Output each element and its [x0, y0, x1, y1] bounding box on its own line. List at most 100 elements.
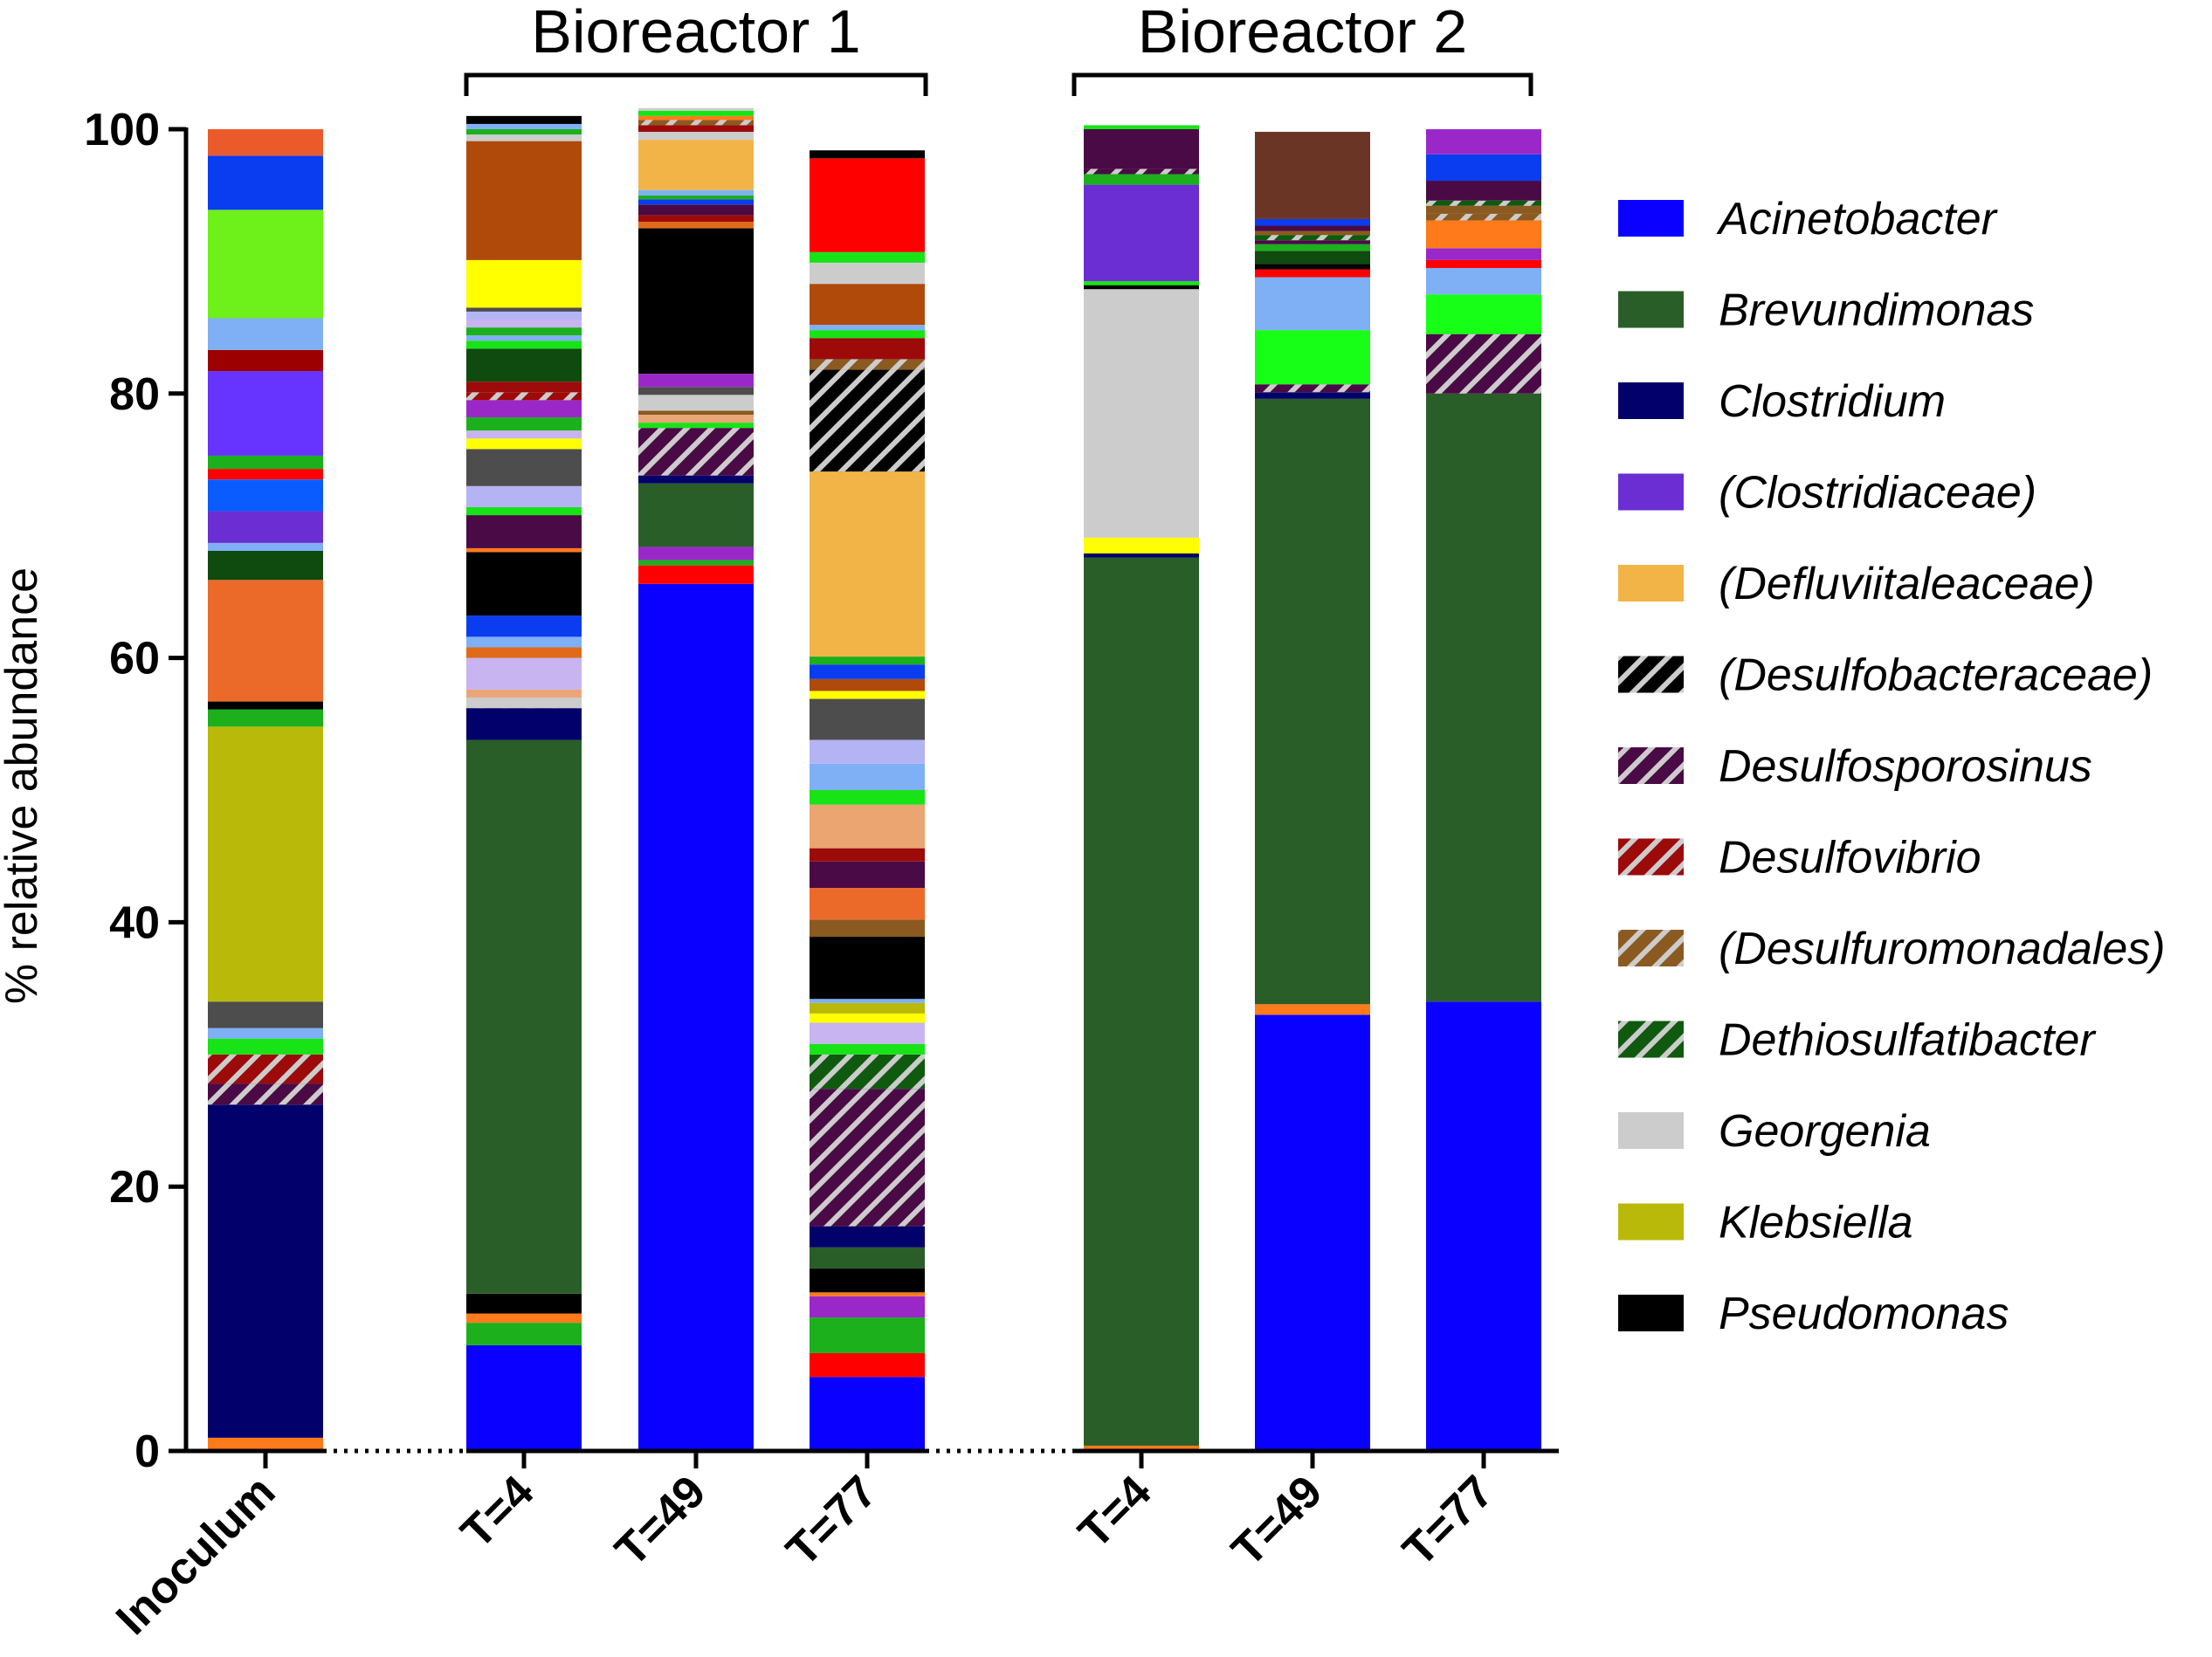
bar-segment — [208, 709, 323, 727]
bar-segment — [1255, 1014, 1370, 1451]
x-tick-label: T=77 — [1394, 1466, 1504, 1576]
bar-segment — [466, 327, 582, 336]
legend-item-desulfuromonadales: (Desulfuromonadales) — [1618, 924, 2166, 974]
bar-segment-hatch — [1426, 200, 1541, 206]
bar-segment — [466, 1313, 582, 1324]
bar-segment — [208, 1104, 323, 1438]
bar-segment-hatch — [466, 698, 582, 709]
bar-segment — [1426, 181, 1541, 201]
bar-segment — [810, 763, 925, 790]
bar-segment — [1255, 277, 1370, 331]
bar-segment — [208, 129, 323, 156]
bar-segment — [638, 565, 754, 584]
group-label-bioreactor-1: Bioreactor 1 — [531, 0, 860, 65]
bar-segment — [810, 1247, 925, 1269]
legend-label: Desulfovibrio — [1719, 833, 1981, 884]
bar-segment — [638, 228, 754, 375]
x-tick-label: T=49 — [1223, 1466, 1333, 1576]
bar-segment — [810, 1292, 925, 1296]
bar-segment — [1084, 174, 1199, 185]
legend-swatch — [1618, 1295, 1684, 1331]
bar-segment — [1255, 218, 1370, 226]
bar-segment — [638, 107, 754, 111]
bar-segment — [638, 560, 754, 566]
bar-segment-hatch — [1255, 235, 1370, 241]
bar-segment — [466, 485, 582, 508]
bar-segment — [466, 689, 582, 698]
legend-label: Klebsiella — [1719, 1198, 1913, 1248]
bar-segment — [208, 155, 323, 210]
bar-segment-hatch — [208, 1054, 323, 1084]
legend-label: Desulfosporosinus — [1719, 741, 2092, 792]
bar-segment — [208, 511, 323, 543]
bar-segment — [810, 471, 925, 657]
bar-segment — [1255, 269, 1370, 278]
bar-segment — [466, 552, 582, 616]
legend-swatch — [1618, 565, 1684, 602]
bar-segment — [466, 708, 582, 740]
bar-segment — [1426, 205, 1541, 214]
group-label-bioreactor-2: Bioreactor 2 — [1138, 0, 1467, 65]
bar-segment — [466, 1293, 582, 1314]
bar-segment — [1255, 330, 1370, 385]
x-tick-label: Inoculum — [107, 1466, 285, 1644]
legend-item-clostridiaceae: (Clostridiaceae) — [1618, 468, 2036, 519]
bar-segment — [466, 123, 582, 129]
bar-segment — [638, 189, 754, 196]
legend-item-defluviitaleaceae: (Defluviitaleaceae) — [1618, 559, 2095, 609]
bar-bioreactor-2-t-77 — [1426, 129, 1541, 1451]
legend-item-desulfosporosinus: Desulfosporosinus — [1618, 741, 2092, 792]
x-tick-label: T=49 — [606, 1466, 716, 1576]
bar-segment — [1426, 1001, 1541, 1451]
legend-swatch — [1618, 382, 1684, 419]
bar-segment — [810, 1352, 925, 1378]
legend-item-clostridium: Clostridium — [1618, 376, 1946, 427]
legend-item-georgenia: Georgenia — [1618, 1106, 1931, 1157]
y-axis-title: % relative abundance — [0, 567, 47, 1004]
bar-segment — [638, 395, 754, 411]
x-tick-label: T=4 — [1069, 1466, 1161, 1557]
bar-segment — [466, 320, 582, 328]
bar-segment-hatch — [1084, 168, 1199, 175]
bar-segment — [1255, 398, 1370, 1005]
bar-segment — [810, 262, 925, 285]
bar-segment — [810, 1043, 925, 1055]
bar-segment — [466, 615, 582, 637]
bar-segment — [810, 1226, 925, 1248]
legend-swatch-hatch — [1618, 656, 1684, 693]
bar-segment — [466, 400, 582, 418]
bar-segment — [466, 636, 582, 648]
legend-swatch-hatch — [1618, 838, 1684, 876]
bar-segment — [466, 739, 582, 1294]
bar-segment — [810, 1022, 925, 1044]
bar-segment — [810, 999, 925, 1003]
bar-segment-hatch — [208, 1083, 323, 1105]
bar-segment — [1084, 553, 1199, 558]
bar-segment — [466, 382, 582, 393]
bar-segment — [1084, 125, 1199, 129]
bar-bioreactor-2-t-4 — [1084, 125, 1199, 1451]
group-bracket — [1072, 72, 1533, 96]
bar-segment-hatch — [1426, 213, 1541, 221]
y-tick-label: 20 — [109, 1162, 160, 1213]
bar-segment — [638, 415, 754, 423]
legend-item-acinetobacter: Acinetobacter — [1618, 194, 1999, 244]
bar-segment — [1084, 184, 1199, 282]
bar-segment — [466, 430, 582, 439]
legend-label: (Desulfuromonadales) — [1719, 924, 2166, 974]
bar-segment — [466, 438, 582, 450]
bar-segment — [810, 919, 925, 938]
bar-segment — [810, 1013, 925, 1023]
bar-segment — [466, 307, 582, 312]
bars-layer — [208, 107, 1541, 1451]
bar-segment — [810, 1296, 925, 1318]
bar-segment — [1426, 294, 1541, 334]
bar-segment — [810, 790, 925, 805]
bar-segment — [810, 1002, 925, 1014]
bar-segment — [208, 1001, 323, 1028]
bar-segment — [466, 340, 582, 349]
legend-swatch — [1618, 291, 1684, 328]
bar-segment — [638, 199, 754, 205]
